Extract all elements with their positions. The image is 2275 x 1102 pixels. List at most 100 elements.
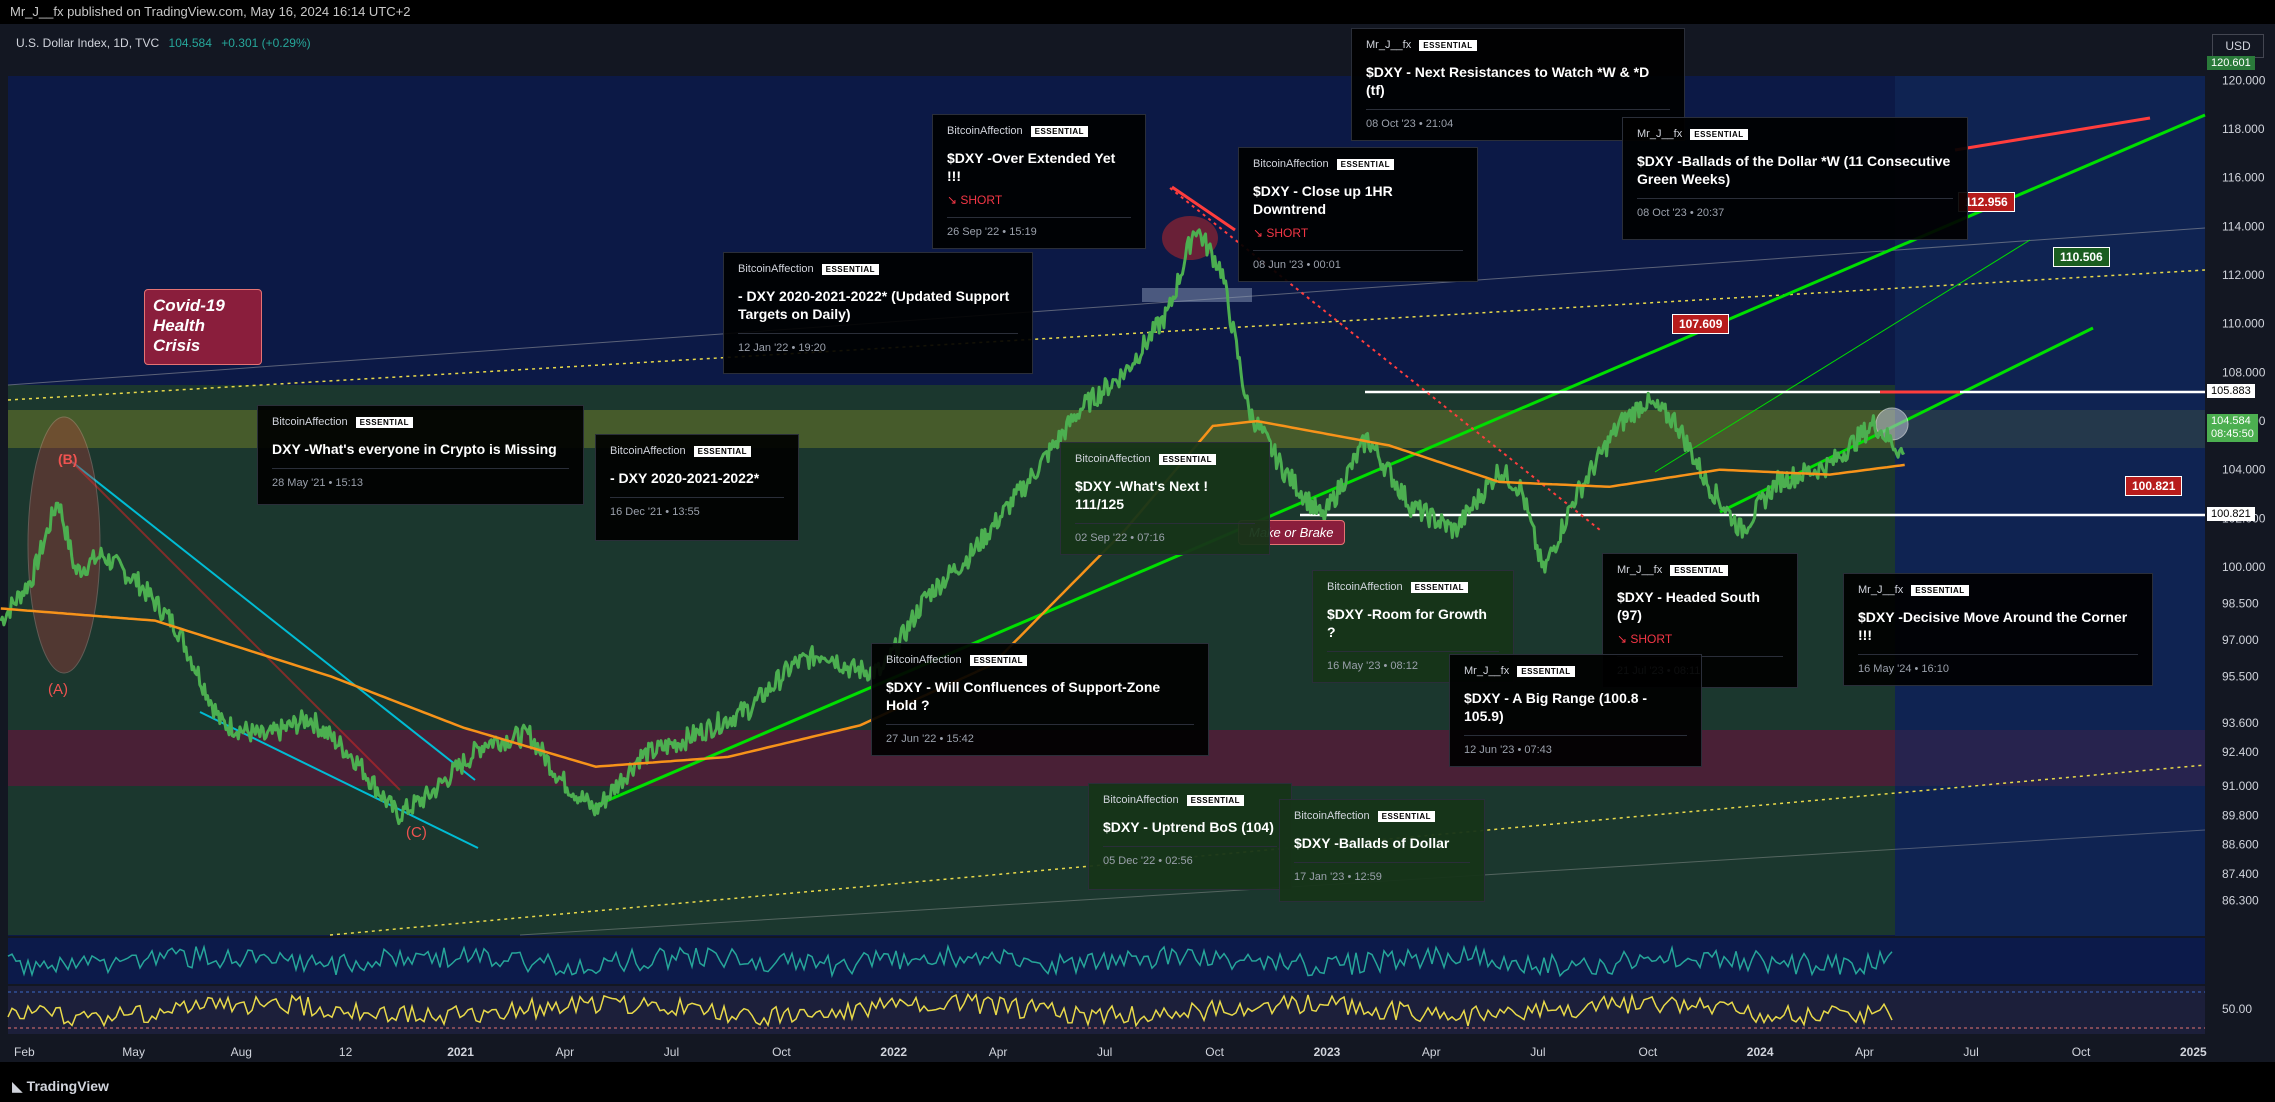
x-tick-label: 2025: [2180, 1045, 2207, 1059]
note-title[interactable]: $DXY -Over Extended Yet !!!: [947, 150, 1116, 184]
note-author[interactable]: BitcoinAffection: [1103, 794, 1179, 806]
currency-button[interactable]: USD: [2212, 34, 2264, 58]
note-badge: ESSENTIAL: [969, 654, 1028, 666]
osc1-line: [7, 943, 1893, 979]
note-badge: ESSENTIAL: [1030, 125, 1089, 137]
y-tick-label: 89.800: [2222, 808, 2259, 822]
note-date: 02 Sep '22 • 07:16: [1075, 523, 1255, 544]
y-tick-label: 118.000: [2222, 122, 2265, 136]
note-author[interactable]: BitcoinAffection: [1075, 453, 1151, 465]
note-date: 05 Dec '22 • 02:56: [1103, 846, 1277, 867]
symbol-name: U.S. Dollar Index, 1D, TVC: [16, 36, 160, 50]
note-title[interactable]: $DXY -Decisive Move Around the Corner !!…: [1858, 609, 2128, 643]
note-author[interactable]: Mr_J__fx: [1464, 665, 1510, 677]
note-title[interactable]: - DXY 2020-2021-2022* (Updated Support T…: [738, 288, 1010, 322]
note-date: 16 May '23 • 08:12: [1327, 651, 1499, 672]
idea-note[interactable]: Mr_J__fx ESSENTIAL $DXY - A Big Range (100…: [1449, 654, 1702, 767]
x-tick-label: Feb: [14, 1045, 35, 1059]
note-badge: ESSENTIAL: [1377, 810, 1436, 822]
x-tick-label: 12: [339, 1045, 353, 1059]
idea-note[interactable]: Mr_J__fx ESSENTIAL $DXY -Ballads of the Do…: [1622, 117, 1968, 240]
idea-note[interactable]: BitcoinAffection ESSENTIAL $DXY - Close up…: [1238, 147, 1478, 282]
note-header: BitcoinAffection ESSENTIAL: [1327, 581, 1499, 593]
price-line: [0, 228, 1906, 826]
x-tick-label: Apr: [1855, 1045, 1874, 1059]
idea-note[interactable]: BitcoinAffection ESSENTIAL - DXY 2020-2021…: [723, 252, 1033, 374]
note-date: 12 Jun '23 • 07:43: [1464, 735, 1687, 756]
note-title[interactable]: $DXY -Ballads of Dollar: [1294, 835, 1450, 851]
note-author[interactable]: Mr_J__fx: [1617, 564, 1663, 576]
note-title[interactable]: $DXY - Close up 1HR Downtrend: [1253, 183, 1393, 217]
x-tick-label: Oct: [1639, 1045, 1658, 1059]
note-header: BitcoinAffection ESSENTIAL: [272, 416, 569, 428]
tradingview-logo[interactable]: ◣ TradingView: [12, 1078, 109, 1095]
note-date: 16 May '24 • 16:10: [1858, 654, 2138, 675]
note-badge: ESSENTIAL: [1517, 665, 1575, 677]
note-author[interactable]: BitcoinAffection: [610, 445, 686, 457]
marker-112956: 112.956: [1958, 192, 2015, 212]
note-badge: ESSENTIAL: [1410, 581, 1469, 593]
note-header: BitcoinAffection ESSENTIAL: [1294, 810, 1470, 822]
x-tick-label: Oct: [772, 1045, 791, 1059]
x-tick-label: 2024: [1747, 1045, 1774, 1059]
note-author[interactable]: BitcoinAffection: [1327, 581, 1403, 593]
osc2-label: 50.00: [2222, 1002, 2252, 1016]
note-author[interactable]: Mr_J__fx: [1366, 39, 1412, 51]
dotted-upper-line: [7, 269, 2206, 401]
note-author[interactable]: Mr_J__fx: [1637, 128, 1683, 140]
publish-bar: Mr_J__fx published on TradingView.com, M…: [0, 0, 2275, 24]
note-title[interactable]: $DXY -Room for Growth ?: [1327, 606, 1487, 640]
note-header: BitcoinAffection ESSENTIAL: [1075, 453, 1255, 465]
idea-note[interactable]: BitcoinAffection ESSENTIAL $DXY - Will Con…: [871, 643, 1209, 756]
note-title[interactable]: $DXY - Will Confluences of Support-Zone …: [886, 679, 1161, 713]
note-title[interactable]: $DXY -What's Next ! 111/125: [1075, 478, 1208, 512]
y-tick-label: 114.000: [2222, 219, 2265, 233]
idea-note[interactable]: BitcoinAffection ESSENTIAL DXY -What's eve…: [257, 405, 584, 505]
note-author[interactable]: BitcoinAffection: [1253, 158, 1329, 170]
idea-note[interactable]: Mr_J__fx ESSENTIAL $DXY - Next Resistances…: [1351, 28, 1685, 141]
y-tick-label: 98.500: [2222, 597, 2259, 611]
note-signal: ↘ SHORT: [1253, 226, 1309, 240]
dotted-lower-line: [329, 764, 2206, 936]
note-author[interactable]: BitcoinAffection: [886, 654, 962, 666]
idea-note[interactable]: BitcoinAffection ESSENTIAL $DXY - Uptrend …: [1088, 783, 1292, 890]
note-title[interactable]: $DXY - Uptrend BoS (104): [1103, 819, 1274, 835]
marker-107609: 107.609: [1672, 314, 1730, 334]
y-tick-label: 95.500: [2222, 670, 2259, 684]
note-author[interactable]: BitcoinAffection: [947, 125, 1023, 137]
note-author[interactable]: BitcoinAffection: [272, 416, 348, 428]
note-author[interactable]: Mr_J__fx: [1858, 584, 1904, 596]
x-tick-label: May: [122, 1045, 145, 1059]
note-header: Mr_J__fx ESSENTIAL: [1464, 665, 1687, 677]
note-author[interactable]: BitcoinAffection: [738, 263, 814, 275]
y-tick-label: 92.400: [2222, 745, 2259, 759]
idea-note[interactable]: BitcoinAffection ESSENTIAL - DXY 2020-2021…: [595, 434, 799, 541]
label-b: (B): [58, 451, 78, 467]
idea-note[interactable]: BitcoinAffection ESSENTIAL $DXY -Over Exte…: [932, 114, 1146, 249]
footer-brand: TradingView: [26, 1078, 109, 1094]
x-tick-label: Apr: [989, 1045, 1008, 1059]
note-title[interactable]: - DXY 2020-2021-2022*: [610, 470, 760, 486]
osc2-line: [7, 992, 1893, 1028]
publish-line: Mr_J__fx published on TradingView.com, M…: [10, 4, 411, 19]
note-title[interactable]: $DXY - Headed South (97): [1617, 589, 1760, 623]
trendline-red: [1954, 116, 2151, 152]
note-badge: ESSENTIAL: [693, 445, 752, 457]
note-header: BitcoinAffection ESSENTIAL: [886, 654, 1194, 666]
note-title[interactable]: DXY -What's everyone in Crypto is Missin…: [272, 441, 557, 457]
note-title[interactable]: $DXY -Ballads of the Dollar *W (11 Conse…: [1637, 153, 1951, 187]
x-tick-label: 2022: [880, 1045, 907, 1059]
tag-current-time: 08:45:50: [2211, 428, 2254, 440]
idea-note[interactable]: BitcoinAffection ESSENTIAL $DXY -What's Ne…: [1060, 442, 1270, 555]
note-title[interactable]: $DXY - Next Resistances to Watch *W & *D…: [1366, 64, 1650, 98]
x-tick-label: Jul: [664, 1045, 679, 1059]
note-author[interactable]: BitcoinAffection: [1294, 810, 1370, 822]
idea-note[interactable]: Mr_J__fx ESSENTIAL $DXY -Decisive Move Aro…: [1843, 573, 2153, 686]
x-tick-label: Apr: [556, 1045, 575, 1059]
note-badge: ESSENTIAL: [1336, 158, 1395, 170]
note-header: BitcoinAffection ESSENTIAL: [947, 125, 1131, 137]
note-header: BitcoinAffection ESSENTIAL: [1103, 794, 1277, 806]
footer: [0, 1062, 2275, 1102]
note-title[interactable]: $DXY - A Big Range (100.8 - 105.9): [1464, 690, 1648, 724]
idea-note[interactable]: BitcoinAffection ESSENTIAL $DXY -Ballads o…: [1279, 799, 1485, 902]
